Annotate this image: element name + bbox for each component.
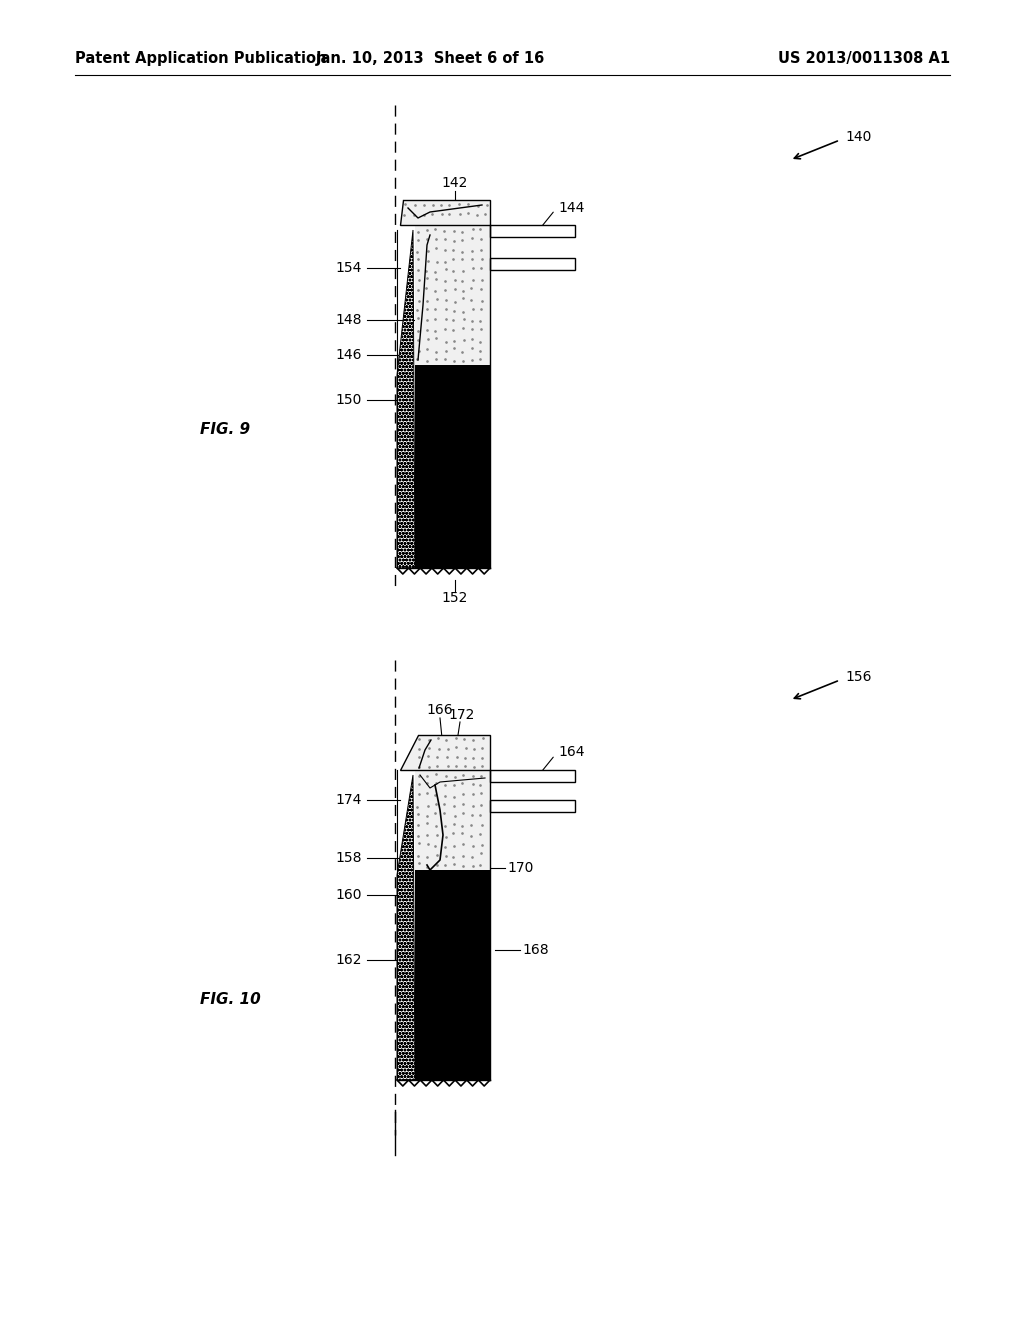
Polygon shape bbox=[400, 735, 490, 770]
Text: 154: 154 bbox=[336, 261, 362, 275]
Text: 146: 146 bbox=[336, 348, 362, 362]
Text: 170: 170 bbox=[507, 861, 534, 875]
Bar bbox=[490, 800, 575, 812]
Polygon shape bbox=[397, 775, 415, 1080]
Text: 164: 164 bbox=[558, 744, 585, 759]
Text: 158: 158 bbox=[336, 851, 362, 865]
Bar bbox=[490, 770, 575, 781]
Text: 152: 152 bbox=[441, 591, 468, 605]
Text: 172: 172 bbox=[449, 708, 475, 722]
Text: 174: 174 bbox=[336, 793, 362, 807]
Text: 168: 168 bbox=[522, 942, 549, 957]
Polygon shape bbox=[397, 230, 415, 568]
Bar bbox=[490, 257, 575, 271]
Bar bbox=[415, 366, 490, 568]
Bar bbox=[415, 870, 490, 1080]
Text: 156: 156 bbox=[845, 671, 871, 684]
Bar bbox=[415, 224, 490, 366]
Bar bbox=[490, 224, 575, 238]
Text: 166: 166 bbox=[427, 704, 454, 717]
Text: 148: 148 bbox=[336, 313, 362, 327]
Text: 144: 144 bbox=[558, 201, 585, 215]
Text: US 2013/0011308 A1: US 2013/0011308 A1 bbox=[778, 50, 950, 66]
Text: 142: 142 bbox=[441, 176, 468, 190]
Text: FIG. 10: FIG. 10 bbox=[200, 993, 261, 1007]
Text: 162: 162 bbox=[336, 953, 362, 968]
Text: FIG. 9: FIG. 9 bbox=[200, 422, 250, 437]
Text: 140: 140 bbox=[845, 129, 871, 144]
Polygon shape bbox=[400, 201, 490, 224]
Bar bbox=[415, 770, 490, 870]
Text: Jan. 10, 2013  Sheet 6 of 16: Jan. 10, 2013 Sheet 6 of 16 bbox=[315, 50, 545, 66]
Text: 160: 160 bbox=[336, 888, 362, 902]
Text: 150: 150 bbox=[336, 393, 362, 407]
Text: Patent Application Publication: Patent Application Publication bbox=[75, 50, 327, 66]
